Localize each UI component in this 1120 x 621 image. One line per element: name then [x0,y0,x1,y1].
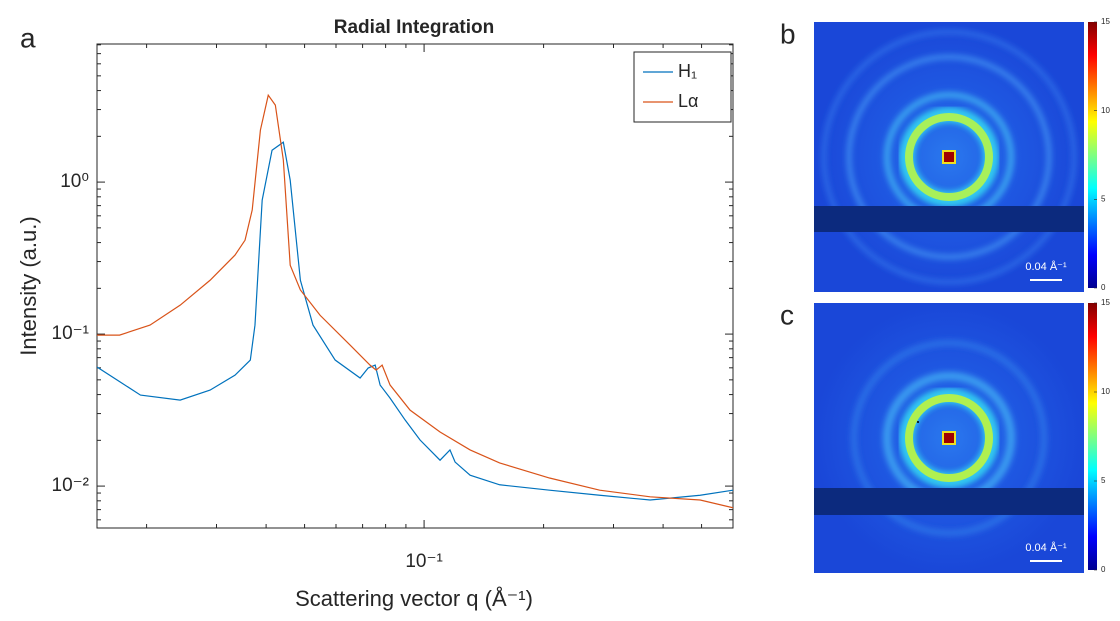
plot-area: 10⁻¹ 10⁻² 10⁻¹ 10⁰ H₁ Lα [52,43,734,572]
legend-label: Lα [678,91,698,111]
chart-title: Radial Integration [334,17,494,38]
x-axis-label: Scattering vector q (Å⁻¹) [295,586,533,611]
colorbar-tick-label: 15 [1101,298,1110,307]
colorbar-tick-label: 5 [1101,476,1106,485]
y-tick-label: 10⁻¹ [52,323,90,344]
colorbar-tick-label: 15 [1101,17,1110,26]
panel-letter: c [780,299,794,330]
scale-bar-label: 0.04 Å⁻¹ [1025,541,1067,554]
legend-label: H₁ [678,61,697,81]
legend-box [633,51,732,123]
scattering-image [814,22,1084,292]
series-line [97,141,733,501]
panel-letter: a [20,22,36,53]
colorbar-tick-label: 0 [1101,283,1106,292]
y-axis-label: Intensity (a.u.) [16,216,41,355]
x-tick-label: 10⁻¹ [405,551,443,572]
panel-letter: b [780,18,796,49]
scale-bar-label: 0.04 Å⁻¹ [1025,260,1067,273]
scattering-image [814,303,1084,573]
colorbar [1088,22,1097,288]
legend: H₁ Lα [633,51,732,123]
series-line [97,93,733,509]
colorbar-tick-label: 10 [1101,106,1110,115]
colorbar-tick-label: 0 [1101,565,1106,574]
colorbar-tick-label: 5 [1101,194,1106,203]
colorbar [1088,303,1097,570]
y-tick-label: 10⁰ [60,171,89,192]
colorbar-tick-label: 10 [1101,387,1110,396]
lines [97,93,733,509]
y-tick-label: 10⁻² [52,475,90,496]
